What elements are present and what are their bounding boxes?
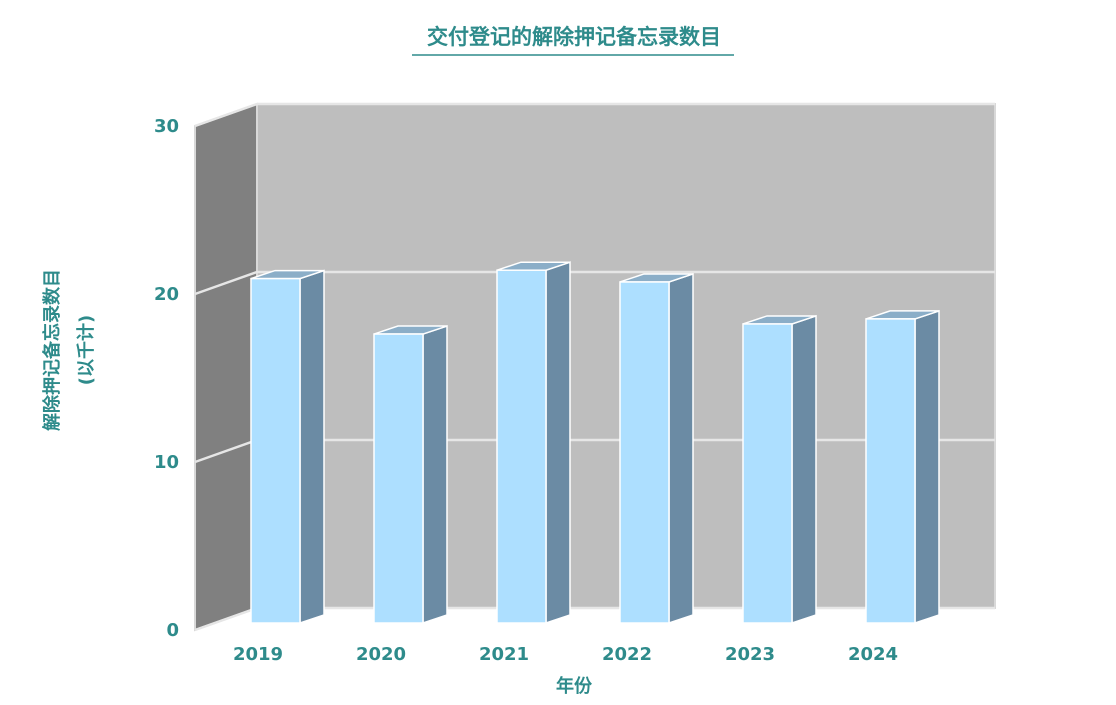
bar-front bbox=[250, 277, 301, 624]
gridline bbox=[194, 102, 995, 128]
y-tick-labels: 0 10 20 30 bbox=[154, 116, 179, 641]
bar-front bbox=[742, 323, 793, 624]
bar-side bbox=[422, 324, 448, 625]
y-axis-label: 解除押记备忘录数目 bbox=[41, 269, 63, 431]
x-tick-label: 2020 bbox=[356, 644, 406, 665]
y-axis-unit: (以千计) bbox=[75, 315, 97, 385]
bar-front bbox=[619, 281, 670, 624]
bar-front bbox=[373, 333, 424, 624]
bar-2019 bbox=[250, 269, 325, 625]
bar-side bbox=[545, 261, 571, 625]
bar-side bbox=[299, 269, 325, 625]
bar-front bbox=[496, 269, 547, 624]
bar-2020 bbox=[373, 324, 448, 625]
y-tick-label: 30 bbox=[154, 116, 179, 137]
bar-side bbox=[914, 309, 940, 625]
y-tick-label: 10 bbox=[154, 452, 179, 473]
chart-title: 交付登记的解除押记备忘录数目 bbox=[427, 25, 721, 49]
bar-front bbox=[865, 318, 916, 624]
bar-2023 bbox=[742, 314, 817, 625]
side-wall bbox=[194, 102, 258, 632]
x-axis-label: 年份 bbox=[556, 675, 593, 697]
bar-2021 bbox=[496, 261, 571, 625]
bar-2022 bbox=[619, 272, 694, 625]
bar-side bbox=[668, 272, 694, 625]
x-tick-labels: 2019 2020 2021 2022 2023 2024 bbox=[233, 644, 898, 665]
bar-side bbox=[791, 314, 817, 625]
bars bbox=[250, 261, 940, 625]
x-tick-label: 2023 bbox=[725, 644, 775, 665]
bar-2024 bbox=[865, 309, 940, 625]
y-tick-label: 0 bbox=[166, 620, 179, 641]
x-tick-label: 2019 bbox=[233, 644, 283, 665]
y-tick-label: 20 bbox=[154, 284, 179, 305]
x-tick-label: 2022 bbox=[602, 644, 652, 665]
x-tick-label: 2024 bbox=[848, 644, 898, 665]
gridline bbox=[194, 270, 995, 296]
x-tick-label: 2021 bbox=[479, 644, 529, 665]
